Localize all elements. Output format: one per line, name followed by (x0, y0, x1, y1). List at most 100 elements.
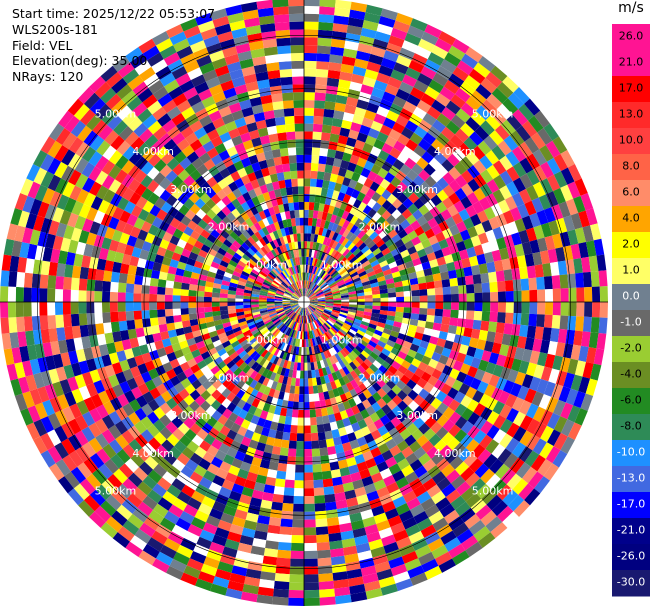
velocity-gate (312, 284, 318, 292)
velocity-gate (360, 361, 370, 371)
velocity-gate (254, 363, 263, 373)
velocity-gate (157, 477, 172, 491)
velocity-gate (180, 125, 194, 139)
velocity-gate (582, 316, 592, 333)
velocity-gate (79, 478, 96, 495)
velocity-gate (356, 461, 368, 472)
velocity-gate (316, 307, 324, 312)
velocity-gate (78, 87, 95, 104)
velocity-gate (485, 150, 500, 165)
velocity-gate (211, 534, 228, 547)
velocity-gate (414, 125, 428, 139)
velocity-gate (267, 309, 276, 314)
velocity-gate (96, 404, 109, 419)
velocity-gate (309, 303, 318, 306)
velocity-gate (311, 321, 317, 330)
velocity-gate (384, 323, 394, 331)
velocity-gate (390, 248, 401, 257)
velocity-gate (158, 323, 168, 333)
velocity-gate (325, 303, 334, 306)
velocity-gate (431, 242, 442, 253)
velocity-gate (210, 456, 223, 469)
velocity-gate (357, 42, 373, 54)
velocity-gate (414, 242, 425, 252)
velocity-gate (596, 332, 607, 350)
velocity-gate (574, 178, 588, 196)
velocity-gate (227, 302, 236, 307)
velocity-gate (314, 92, 326, 102)
velocity-gate (478, 263, 489, 275)
velocity-gate (197, 374, 208, 385)
velocity-gate (54, 425, 68, 443)
velocity-gate (222, 546, 238, 558)
velocity-gate (166, 322, 176, 331)
velocity-gate (290, 302, 299, 304)
velocity-gate (306, 315, 310, 324)
velocity-gate (294, 115, 304, 124)
velocity-gate (207, 271, 217, 279)
velocity-gate (193, 260, 204, 269)
velocity-gate (304, 131, 313, 140)
velocity-gate (491, 387, 503, 401)
velocity-gate (418, 282, 427, 290)
velocity-gate (381, 449, 394, 462)
velocity-gate (83, 92, 101, 110)
velocity-gate (404, 260, 415, 269)
velocity-gate (288, 155, 297, 164)
velocity-gate (573, 195, 586, 213)
velocity-gate (354, 315, 363, 321)
velocity-gate (502, 511, 519, 528)
velocity-gate (143, 268, 153, 278)
velocity-gate (441, 431, 455, 445)
velocity-gate (359, 256, 369, 265)
velocity-gate (486, 424, 500, 440)
velocity-gate (576, 287, 585, 302)
velocity-gate (347, 162, 357, 172)
velocity-gate (360, 350, 370, 359)
velocity-gate (133, 302, 142, 311)
velocity-gate (101, 237, 112, 250)
velocity-gate (246, 198, 255, 209)
velocity-gate (94, 291, 103, 302)
velocity-gate (148, 368, 159, 380)
velocity-gate (366, 102, 380, 114)
velocity-gate (304, 29, 319, 38)
velocity-gate (247, 247, 256, 257)
velocity-gate (169, 336, 179, 346)
velocity-gate (199, 152, 212, 164)
velocity-gate (124, 131, 139, 146)
velocity-gate (203, 370, 215, 380)
velocity-gate (248, 439, 259, 450)
velocity-gate (178, 204, 190, 216)
velocity-gate (400, 345, 410, 355)
velocity-gate (241, 486, 254, 498)
velocity-gate (354, 208, 363, 219)
velocity-gate (288, 369, 294, 378)
velocity-gate (296, 273, 300, 282)
velocity-gate (344, 449, 355, 460)
velocity-gate (304, 147, 313, 156)
velocity-gate (261, 226, 270, 236)
velocity-gate (295, 217, 300, 226)
velocity-gate (318, 14, 335, 24)
velocity-gate (212, 576, 230, 589)
velocity-gate (350, 519, 365, 531)
velocity-gate (397, 244, 408, 253)
velocity-gate (306, 307, 311, 315)
velocity-gate (64, 115, 80, 133)
velocity-gate (211, 306, 221, 312)
velocity-gate (438, 263, 448, 274)
velocity-gate (314, 310, 321, 317)
velocity-gate (26, 243, 38, 260)
velocity-gate (88, 150, 103, 167)
velocity-gate (146, 52, 164, 67)
velocity-gate (184, 263, 194, 273)
velocity-gate (444, 537, 462, 552)
velocity-gate (294, 241, 299, 250)
velocity-gate (350, 215, 359, 225)
velocity-gate (332, 158, 343, 168)
velocity-gate (426, 342, 437, 352)
velocity-gate (320, 334, 327, 343)
velocity-gate (128, 439, 143, 453)
velocity-gate (293, 273, 298, 282)
